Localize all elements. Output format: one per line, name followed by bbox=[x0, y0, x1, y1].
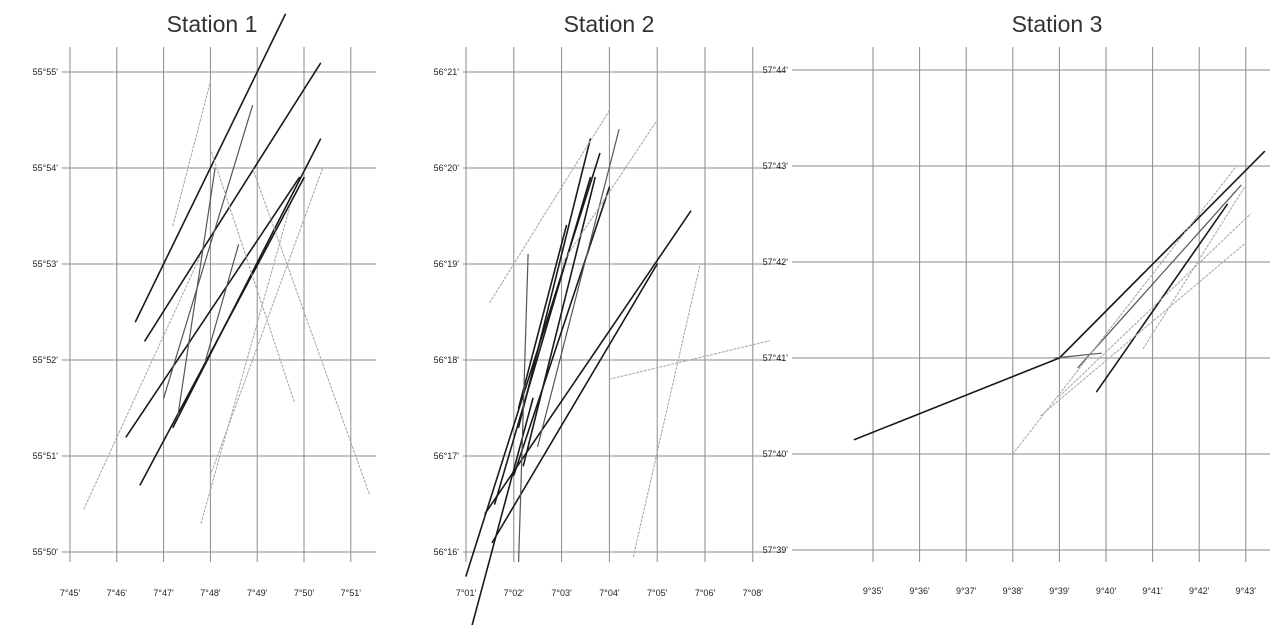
y-tick-label: 57°43' bbox=[763, 161, 789, 171]
y-tick-label: 55°51' bbox=[33, 451, 59, 461]
x-tick-label: 7°46' bbox=[107, 588, 128, 598]
x-tick-label: 7°05' bbox=[647, 588, 668, 598]
track-line bbox=[177, 167, 216, 419]
y-tick-label: 57°41' bbox=[763, 353, 789, 363]
track-line bbox=[517, 253, 529, 563]
track-line bbox=[125, 176, 301, 438]
x-tick-label: 7°49' bbox=[247, 588, 268, 598]
station-3-tracks bbox=[853, 150, 1266, 455]
track-line bbox=[517, 224, 568, 409]
x-tick-label: 9°43' bbox=[1236, 586, 1257, 596]
x-tick-label: 9°40' bbox=[1096, 586, 1117, 596]
x-tick-label: 7°02' bbox=[504, 588, 525, 598]
x-tick-label: 7°50' bbox=[294, 588, 315, 598]
track-line bbox=[205, 244, 240, 361]
track-line bbox=[517, 138, 592, 429]
station-2-grid bbox=[463, 47, 784, 562]
x-tick-label: 7°47' bbox=[153, 588, 174, 598]
station-3-x-ticks: 9°35' 9°36' 9°37' 9°38' 9°39' 9°40' 9°41' 9°42'… bbox=[863, 586, 1256, 596]
x-tick-label: 9°42' bbox=[1189, 586, 1210, 596]
y-tick-label: 56°18' bbox=[434, 355, 460, 365]
track-line bbox=[471, 397, 534, 625]
y-tick-label: 57°40' bbox=[763, 449, 789, 459]
x-tick-label: 7°08' bbox=[743, 588, 764, 598]
y-tick-label: 56°21' bbox=[434, 67, 460, 77]
track-line bbox=[853, 357, 1061, 441]
track-line bbox=[522, 176, 596, 467]
x-tick-label: 9°39' bbox=[1049, 586, 1070, 596]
track-line bbox=[134, 13, 287, 323]
track-line bbox=[491, 263, 659, 544]
track-line bbox=[1077, 184, 1242, 369]
y-tick-label: 57°39' bbox=[763, 545, 789, 555]
track-line bbox=[209, 167, 324, 476]
station-2-panel: Station 2 7°01' 7°02' 7°03' 7°04' 7°05' 7°06'… bbox=[434, 11, 784, 625]
station-3-grid bbox=[792, 47, 1270, 562]
x-tick-label: 9°36' bbox=[909, 586, 930, 596]
x-tick-label: 9°41' bbox=[1142, 586, 1163, 596]
x-tick-label: 9°35' bbox=[863, 586, 884, 596]
track-line bbox=[1058, 150, 1266, 359]
track-line bbox=[1012, 165, 1238, 455]
track-line bbox=[209, 148, 296, 404]
x-tick-label: 7°51' bbox=[341, 588, 362, 598]
y-tick-label: 56°19' bbox=[434, 259, 460, 269]
y-tick-label: 57°44' bbox=[763, 65, 789, 75]
track-line bbox=[144, 62, 322, 342]
y-tick-label: 57°42' bbox=[763, 257, 789, 267]
track-line bbox=[537, 129, 620, 447]
y-tick-label: 56°17' bbox=[434, 451, 460, 461]
y-tick-label: 55°55' bbox=[33, 67, 59, 77]
station-1-y-ticks: 55°50' 55°51' 55°52' 55°53' 55°54' 55°55' bbox=[33, 67, 59, 557]
y-tick-label: 55°50' bbox=[33, 547, 59, 557]
station-1-grid bbox=[62, 47, 376, 562]
y-tick-label: 55°54' bbox=[33, 163, 59, 173]
station-2-x-ticks: 7°01' 7°02' 7°03' 7°04' 7°05' 7°06' 7°08' bbox=[456, 588, 763, 598]
track-line bbox=[1054, 352, 1102, 359]
x-tick-label: 7°06' bbox=[695, 588, 716, 598]
track-line bbox=[1058, 213, 1252, 397]
track-line bbox=[484, 210, 692, 515]
track-line bbox=[1142, 184, 1247, 349]
station-2-y-ticks: 56°16' 56°17' 56°18' 56°19' 56°20' 56°21' bbox=[434, 67, 460, 557]
station-2-tracks bbox=[465, 109, 771, 625]
track-line bbox=[172, 81, 211, 227]
station-3-title: Station 3 bbox=[1012, 11, 1103, 37]
x-tick-label: 7°45' bbox=[60, 588, 81, 598]
x-tick-label: 7°03' bbox=[551, 588, 572, 598]
y-tick-label: 56°16' bbox=[434, 547, 460, 557]
x-tick-label: 9°37' bbox=[956, 586, 977, 596]
track-line bbox=[200, 205, 291, 524]
x-tick-label: 7°04' bbox=[599, 588, 620, 598]
track-line bbox=[493, 176, 592, 505]
station-1-title: Station 1 bbox=[167, 11, 258, 37]
station-3-y-ticks: 57°39' 57°40' 57°41' 57°42' 57°43' 57°44' bbox=[763, 65, 789, 555]
station-2-title: Station 2 bbox=[564, 11, 655, 37]
station-3-panel: Station 3 9°35' 9°36' 9°37' 9°38' 9°39' 9°40'… bbox=[763, 11, 1270, 596]
y-tick-label: 56°20' bbox=[434, 163, 460, 173]
track-line bbox=[632, 263, 701, 558]
track-line bbox=[512, 186, 611, 477]
track-line bbox=[172, 138, 322, 429]
track-line bbox=[608, 340, 771, 380]
station-1-panel: Station 1 7°45' 7°46' 7°47' 7°48' 7°49' 7°50'… bbox=[33, 11, 376, 598]
x-tick-label: 7°48' bbox=[200, 588, 221, 598]
y-tick-label: 55°53' bbox=[33, 259, 59, 269]
track-line bbox=[83, 253, 202, 510]
track-line bbox=[163, 104, 254, 399]
station-1-tracks bbox=[83, 13, 371, 524]
track-line bbox=[1040, 242, 1247, 417]
track-line bbox=[561, 119, 658, 265]
track-line bbox=[251, 167, 371, 495]
x-tick-label: 7°01' bbox=[456, 588, 477, 598]
station-1-x-ticks: 7°45' 7°46' 7°47' 7°48' 7°49' 7°50' 7°51' bbox=[60, 588, 361, 598]
x-tick-label: 9°38' bbox=[1003, 586, 1024, 596]
y-tick-label: 55°52' bbox=[33, 355, 59, 365]
track-line bbox=[489, 109, 610, 303]
